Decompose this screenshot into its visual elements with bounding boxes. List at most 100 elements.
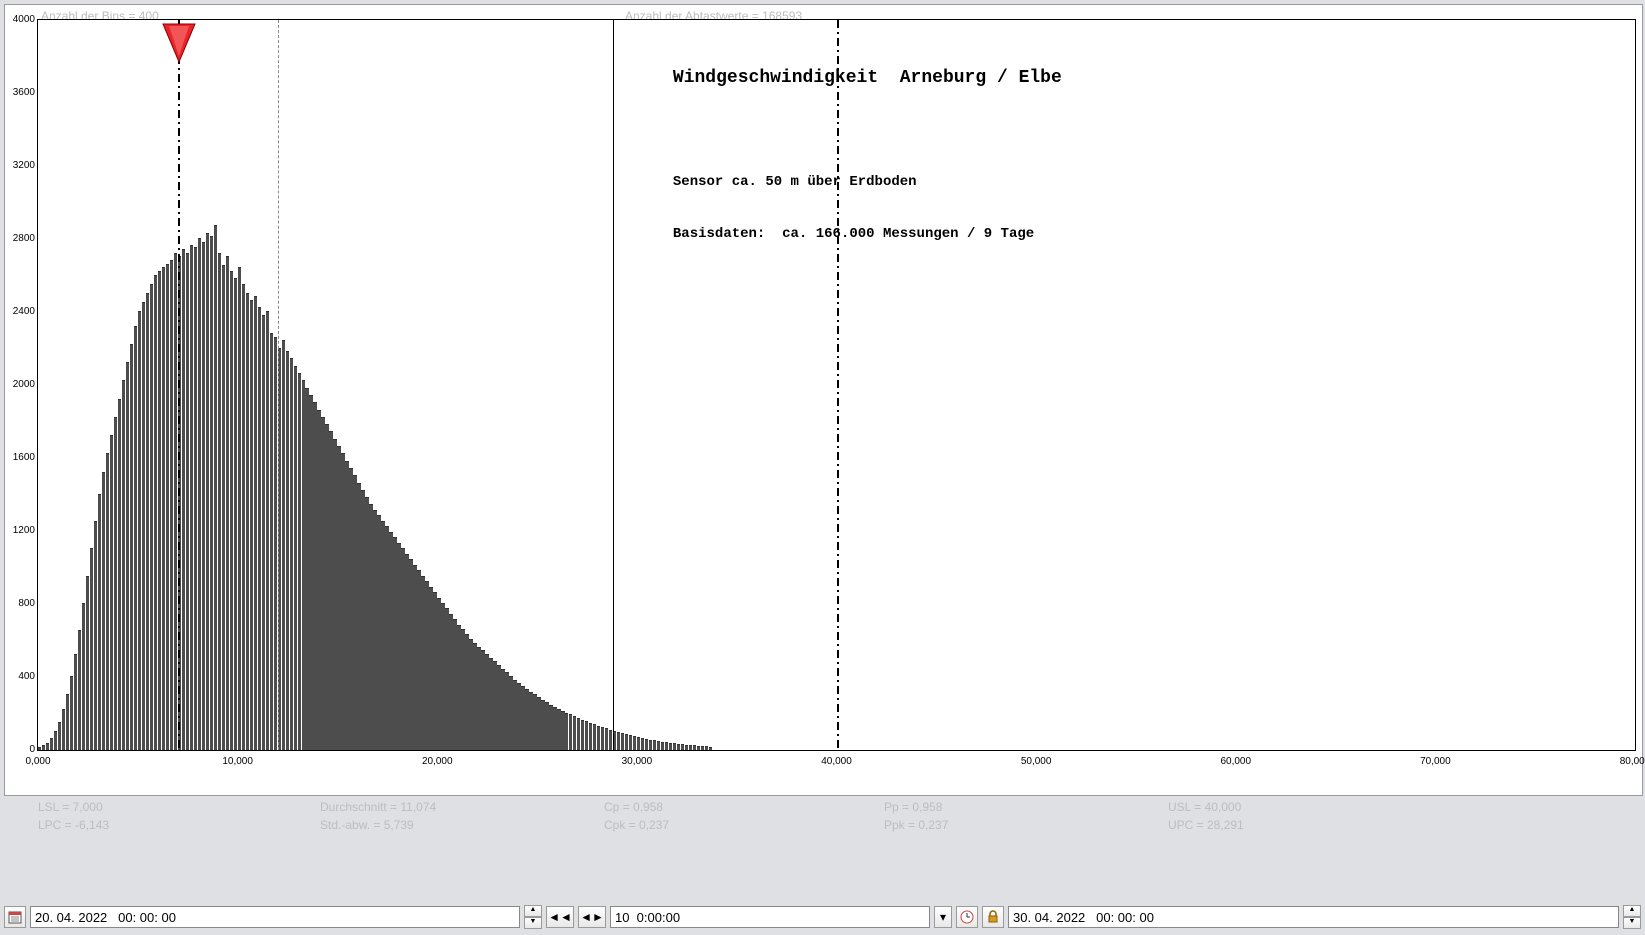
histogram-bar <box>58 722 61 750</box>
histogram-bar <box>449 614 452 750</box>
stat-value: USL = 40,000 <box>1168 800 1241 814</box>
plot-area: Windgeschwindigkeit Arneburg / Elbe Sens… <box>37 19 1636 751</box>
histogram-bar <box>38 747 41 750</box>
histogram-bar <box>90 548 93 750</box>
histogram-bar <box>413 565 416 750</box>
histogram-bar <box>226 256 229 750</box>
y-tick-label: 1200 <box>5 525 35 536</box>
x-tick-label: 10,000 <box>222 756 253 767</box>
histogram-bar <box>481 650 484 750</box>
histogram-bar <box>345 461 348 750</box>
histogram-bar <box>621 733 624 750</box>
duration-dropdown-button[interactable]: ▾ <box>934 906 952 928</box>
histogram-bar <box>82 603 85 750</box>
histogram-bar <box>529 692 532 750</box>
histogram-bar <box>585 721 588 750</box>
histogram-bar <box>134 326 137 750</box>
chart-title-block: Windgeschwindigkeit Arneburg / Elbe Sens… <box>673 32 1062 278</box>
calendar-icon[interactable] <box>4 906 26 928</box>
histogram-bar <box>521 686 524 750</box>
histogram-bar <box>473 643 476 750</box>
histogram-bar <box>709 747 712 750</box>
start-time-spinner[interactable]: ▲▼ <box>524 905 542 929</box>
nav-zoom-button[interactable]: ◄► <box>578 906 606 928</box>
histogram-bar <box>118 399 121 750</box>
histogram-bar <box>637 737 640 750</box>
x-tick-label: 40,000 <box>821 756 852 767</box>
histogram-bar <box>341 453 344 750</box>
histogram-bar <box>365 497 368 750</box>
histogram-bar <box>385 526 388 750</box>
histogram-bar <box>369 504 372 750</box>
reference-line <box>613 20 614 750</box>
histogram-bar <box>146 293 149 750</box>
histogram-bar <box>230 271 233 750</box>
histogram-bar <box>202 242 205 750</box>
histogram-bar <box>389 532 392 750</box>
chart-subtitle-1: Sensor ca. 50 m über Erdboden <box>673 174 1062 190</box>
histogram-bar <box>433 592 436 750</box>
x-tick-label: 50,000 <box>1021 756 1052 767</box>
histogram-bar <box>665 742 668 750</box>
histogram-bar <box>298 373 301 750</box>
histogram-bar <box>106 453 109 750</box>
histogram-bar <box>465 634 468 750</box>
histogram-bar <box>290 358 293 750</box>
histogram-bar <box>321 417 324 750</box>
histogram-bar <box>517 683 520 750</box>
histogram-bar <box>325 424 328 750</box>
histogram-bar <box>601 727 604 750</box>
lock-icon[interactable] <box>982 906 1004 928</box>
histogram-bar <box>381 521 384 750</box>
histogram-bar <box>429 587 432 750</box>
histogram-bar <box>238 267 241 750</box>
histogram-bar <box>170 260 173 750</box>
stat-value: UPC = 28,291 <box>1168 818 1244 832</box>
histogram-bar <box>509 676 512 750</box>
histogram-bar <box>254 296 257 750</box>
histogram-bar <box>513 680 516 750</box>
nav-back-button[interactable]: ◄◄ <box>546 906 574 928</box>
stat-value: Std.-abw. = 5,739 <box>320 818 414 832</box>
histogram-bar <box>593 724 596 750</box>
histogram-bar <box>126 362 129 750</box>
histogram-bar <box>266 311 269 750</box>
histogram-bar <box>102 472 105 750</box>
x-tick-label: 30,000 <box>622 756 653 767</box>
histogram-bar <box>605 728 608 750</box>
histogram-bar <box>333 439 336 750</box>
histogram-bar <box>545 702 548 750</box>
histogram-bar <box>541 700 544 750</box>
x-tick-label: 80,000 <box>1620 756 1645 767</box>
histogram-bar <box>282 340 285 750</box>
histogram-bar <box>553 707 556 750</box>
histogram-bar <box>182 249 185 750</box>
histogram-bar <box>122 380 125 750</box>
histogram-bar <box>653 740 656 750</box>
histogram-bar <box>705 746 708 750</box>
histogram-bar <box>649 740 652 750</box>
histogram-bar <box>86 576 89 750</box>
histogram-bar <box>150 284 153 750</box>
chart-subtitle-2: Basisdaten: ca. 166.000 Messungen / 9 Ta… <box>673 226 1062 242</box>
start-time-input[interactable] <box>30 906 520 928</box>
clock-icon[interactable] <box>956 906 978 928</box>
histogram-bar <box>302 380 305 750</box>
histogram-bar <box>309 395 312 750</box>
histogram-bar <box>477 647 480 750</box>
end-time-input[interactable] <box>1008 906 1619 928</box>
histogram-bar <box>629 735 632 750</box>
histogram-bar <box>317 410 320 750</box>
histogram-bar <box>409 559 412 750</box>
histogram-bar <box>581 720 584 750</box>
histogram-bar <box>441 603 444 750</box>
histogram-bar <box>286 351 289 750</box>
histogram-bar <box>549 705 552 750</box>
histogram-bar <box>154 275 157 751</box>
histogram-bar <box>198 238 201 750</box>
end-time-spinner[interactable]: ▲▼ <box>1623 905 1641 929</box>
histogram-bar <box>361 490 364 750</box>
histogram-bar <box>234 278 237 750</box>
duration-input[interactable] <box>610 906 930 928</box>
histogram-bar <box>186 253 189 750</box>
